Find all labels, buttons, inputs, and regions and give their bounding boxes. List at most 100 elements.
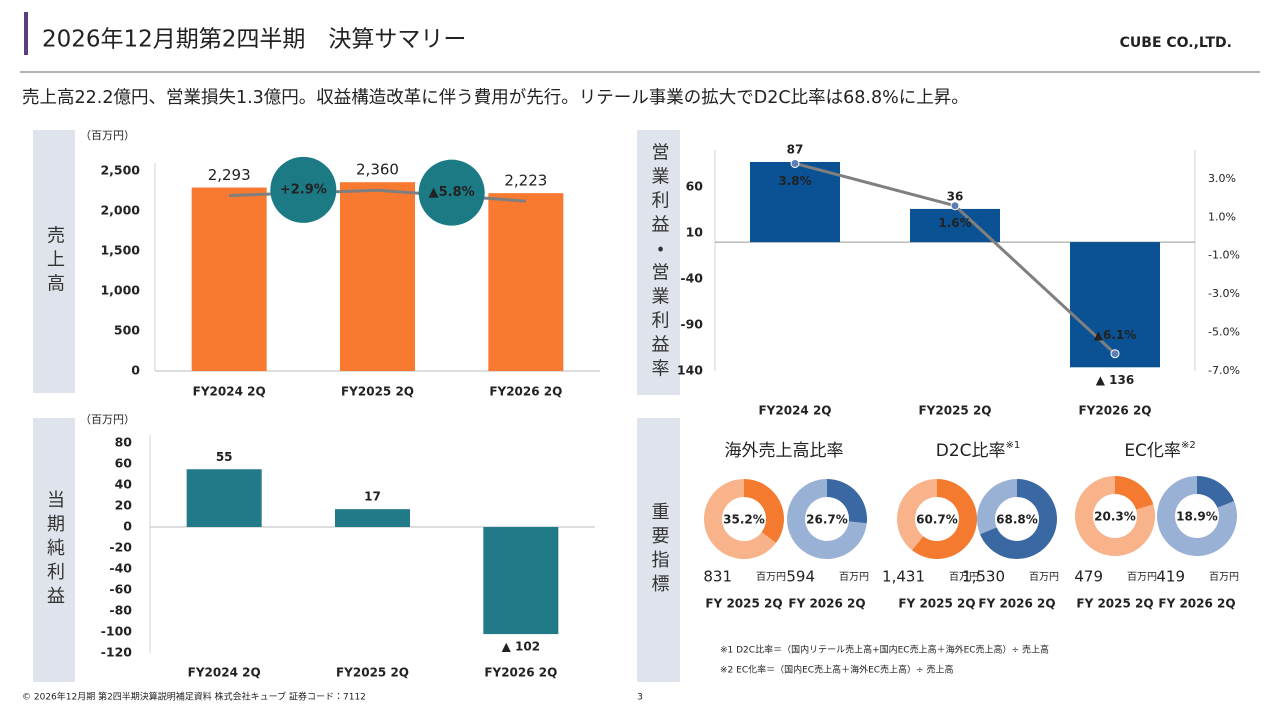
value-label: 87	[787, 142, 804, 156]
donut-value-label: 60.7%	[916, 513, 958, 527]
donut-rest	[976, 479, 1017, 535]
x-tick-label: FY2026 2Q	[484, 666, 557, 680]
page-number: 3	[637, 693, 643, 703]
donut-slice	[744, 479, 785, 543]
change-label: ▲5.8%	[429, 185, 475, 200]
note: ※1 D2C比率＝（国内リテール売上高+国内EC売上高＋海外EC売上高）÷ 売上…	[720, 644, 1049, 656]
y-tick-label: -40	[680, 270, 703, 285]
side-label: 売上高	[44, 225, 65, 297]
value-label: 17	[364, 490, 381, 504]
side-panel	[637, 418, 680, 682]
indicator-title-text: 海外売上高比率	[725, 441, 844, 461]
indicator-title: EC化率※2	[1124, 440, 1195, 461]
y2-tick-label: -3.0%	[1208, 287, 1240, 300]
indicator-title-text: EC化率	[1124, 441, 1181, 461]
company-name: CUBE CO.,LTD.	[1120, 35, 1232, 51]
y-tick-label: 1,000	[100, 283, 140, 298]
donut-rest	[704, 479, 777, 560]
y-tick-label: 500	[114, 323, 140, 338]
amount-unit: 百万円	[1209, 571, 1239, 583]
donut-slice	[827, 479, 867, 524]
donut-slice	[1197, 476, 1235, 508]
bar	[186, 469, 262, 527]
bar	[191, 187, 267, 371]
indicator-title-text: D2C比率	[936, 441, 1006, 461]
donut-rest	[1157, 476, 1237, 556]
y-tick-label: -20	[109, 540, 132, 555]
note-mark: ※2	[1181, 440, 1196, 451]
value-label: ▲ 102	[502, 640, 540, 654]
amount: 479	[1074, 568, 1103, 586]
amount-unit: 百万円	[839, 571, 869, 583]
indicator-title: 海外売上高比率	[725, 441, 844, 461]
y-tick-label: -90	[680, 316, 703, 331]
title-accent	[24, 12, 28, 55]
side-panel	[33, 130, 75, 393]
note-mark: ※1	[1006, 440, 1021, 451]
bar	[1070, 242, 1160, 368]
y-tick-label: -60	[109, 582, 132, 597]
x-tick-label: FY2026 2Q	[489, 385, 562, 399]
change-badge	[418, 159, 485, 226]
unit-label: （百万円）	[80, 129, 135, 142]
amount: 1,530	[962, 568, 1005, 586]
x-tick-label: FY2024 2Q	[758, 404, 831, 418]
y-tick-label: 0	[131, 363, 140, 378]
period-label: FY 2026 2Q	[978, 597, 1055, 611]
value-label: 2,223	[504, 172, 547, 190]
note: ※2 EC化率＝（国内EC売上高＋海外EC売上高）÷ 売上高	[720, 664, 953, 676]
bar	[488, 193, 564, 371]
amount: 831	[703, 568, 732, 586]
y-tick-label: -120	[101, 645, 133, 660]
bar	[750, 161, 840, 243]
amount-unit: 百万円	[1127, 571, 1157, 583]
y-tick-label: 10	[686, 224, 704, 239]
period-label: FY 2025 2Q	[705, 597, 782, 611]
side-label: 営業利益・営業利益率	[649, 142, 670, 382]
change-label: +2.9%	[280, 182, 327, 197]
y-tick-label: 20	[115, 498, 133, 513]
x-tick-label: FY2024 2Q	[193, 385, 266, 399]
amount-unit: 百万円	[756, 571, 786, 583]
y2-tick-label: 3.0%	[1208, 172, 1236, 185]
summary: 売上高22.2億円、営業損失1.3億円。収益構造改革に伴う費用が先行。リテール事…	[22, 88, 969, 108]
value-label: 1.6%	[938, 216, 971, 230]
value-label: 36	[947, 189, 964, 203]
value-label: 2,360	[356, 161, 399, 179]
amount: 419	[1156, 568, 1185, 586]
x-tick-label: FY2025 2Q	[336, 666, 409, 680]
y-tick-label: 60	[115, 456, 133, 471]
y-tick-label: 0	[123, 519, 132, 534]
donut-value-label: 68.8%	[996, 513, 1038, 527]
period-label: FY 2025 2Q	[898, 597, 975, 611]
side-label: 重要指標	[649, 502, 670, 598]
amount: 594	[786, 568, 815, 586]
amount-unit: 百万円	[949, 571, 979, 583]
y-tick-label: 2,000	[100, 203, 140, 218]
y-tick-label: 40	[115, 477, 133, 492]
y-tick-label: 80	[115, 435, 133, 450]
donut-rest	[787, 479, 867, 560]
amount: 1,431	[882, 568, 925, 586]
unit-label: （百万円）	[80, 413, 135, 426]
donut-slice	[979, 479, 1057, 559]
line-marker	[950, 201, 960, 211]
period-label: FY 2026 2Q	[1158, 597, 1235, 611]
donut-value-label: 20.3%	[1094, 510, 1136, 524]
line-marker	[1110, 349, 1120, 359]
period-label: FY 2026 2Q	[788, 597, 865, 611]
bar	[910, 208, 1000, 243]
amount-unit: 百万円	[1029, 571, 1059, 583]
donut-value-label: 18.9%	[1176, 510, 1218, 524]
x-tick-label: FY2025 2Q	[341, 385, 414, 399]
y2-tick-label: -7.0%	[1208, 364, 1240, 377]
footer: © 2026年12月期 第2四半期決算説明補足資料 株式会社キューブ 証券コード…	[22, 691, 366, 703]
indicator-title: D2C比率※1	[936, 440, 1021, 461]
value-label: 2,293	[208, 166, 251, 184]
value-label: ▲6.1%	[1094, 328, 1137, 342]
bar	[483, 527, 559, 635]
change-badge	[270, 156, 337, 223]
donut-slice	[1115, 476, 1154, 510]
y-tick-label: 60	[686, 178, 704, 193]
donut-rest	[896, 479, 937, 551]
